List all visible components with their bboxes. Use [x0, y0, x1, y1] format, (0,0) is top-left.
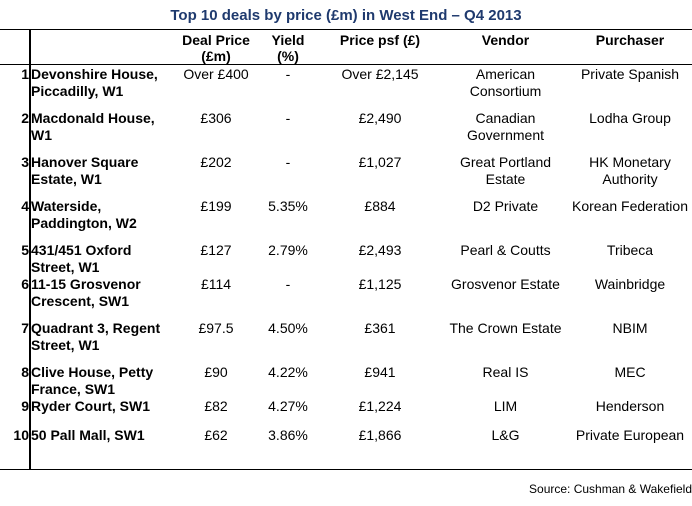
- header-top-rule: [0, 29, 692, 30]
- yield-value: 4.27%: [268, 398, 308, 414]
- yield-value: -: [285, 154, 291, 170]
- yield-value: -: [285, 66, 291, 82]
- price-psf: £2,493: [358, 242, 402, 258]
- purchaser-name: HK Monetary Authority: [589, 154, 671, 187]
- vendor-name: Real IS: [482, 364, 529, 380]
- header-deal-price: Deal Price (£m): [182, 32, 250, 64]
- row-number: 2: [21, 110, 29, 126]
- purchaser-name: Private European: [575, 427, 685, 443]
- purchaser-name: Lodha Group: [589, 110, 671, 126]
- source-note: Source: Cushman & Wakefield: [529, 482, 692, 496]
- deal-price: £127: [200, 242, 232, 258]
- deal-price: Over £400: [183, 66, 249, 82]
- deal-price: £199: [200, 198, 232, 214]
- yield-value: -: [285, 276, 291, 292]
- property-name: Macdonald House, W1: [31, 110, 155, 143]
- purchaser-name: Tribeca: [606, 242, 654, 258]
- row-number: 6: [21, 276, 29, 292]
- deal-price: £62: [204, 427, 228, 443]
- deal-price: £114: [200, 276, 232, 292]
- property-name: Clive House, Petty France, SW1: [31, 364, 154, 397]
- deal-price: £202: [200, 154, 232, 170]
- purchaser-name: Korean Federation: [572, 198, 688, 214]
- row-number: 1: [21, 66, 29, 82]
- yield-value: 4.22%: [268, 364, 308, 380]
- table-title: Top 10 deals by price (£m) in West End –…: [170, 7, 522, 24]
- yield-value: -: [285, 110, 291, 126]
- purchaser-name: Henderson: [595, 398, 665, 414]
- yield-value: 3.86%: [268, 427, 308, 443]
- row-number-divider: [29, 30, 31, 469]
- price-psf: £1,027: [358, 154, 402, 170]
- price-psf: £361: [364, 320, 396, 336]
- purchaser-name: Wainbridge: [594, 276, 666, 292]
- price-psf: £1,866: [358, 427, 402, 443]
- vendor-name: Great Portland Estate: [459, 154, 552, 187]
- price-psf: £1,125: [358, 276, 402, 292]
- deal-price: £90: [204, 364, 228, 380]
- purchaser-name: NBIM: [612, 320, 648, 336]
- purchaser-name: MEC: [614, 364, 646, 380]
- header-price-psf: Price psf (£): [339, 32, 421, 48]
- property-name: 11-15 Grosvenor Crescent, SW1: [31, 276, 141, 309]
- deal-price: £306: [200, 110, 232, 126]
- row-number: 8: [21, 364, 29, 380]
- vendor-name: LIM: [493, 398, 518, 414]
- deal-price: £82: [204, 398, 228, 414]
- vendor-name: Grosvenor Estate: [451, 276, 560, 292]
- vendor-name: American Consortium: [469, 66, 542, 99]
- vendor-name: L&G: [491, 427, 520, 443]
- vendor-name: D2 Private: [472, 198, 539, 214]
- deal-price: £97.5: [198, 320, 234, 336]
- property-name: Hanover Square Estate, W1: [31, 154, 139, 187]
- table-bottom-rule: [0, 469, 692, 470]
- row-number: 10: [13, 427, 29, 443]
- header-vendor: Vendor: [481, 32, 530, 48]
- price-psf: £941: [364, 364, 396, 380]
- price-psf: Over £2,145: [341, 66, 419, 82]
- property-name: Waterside, Paddington, W2: [31, 198, 137, 231]
- purchaser-name: Private Spanish: [580, 66, 680, 82]
- property-name: 431/451 Oxford Street, W1: [31, 242, 132, 275]
- property-name: Ryder Court, SW1: [31, 398, 151, 414]
- row-number: 5: [21, 242, 29, 258]
- price-psf: £884: [364, 198, 396, 214]
- vendor-name: Pearl & Coutts: [460, 242, 551, 258]
- property-name: Quadrant 3, Regent Street, W1: [31, 320, 161, 353]
- vendor-name: Canadian Government: [466, 110, 545, 143]
- price-psf: £1,224: [358, 398, 402, 414]
- vendor-name: The Crown Estate: [449, 320, 562, 336]
- row-number: 4: [21, 198, 29, 214]
- row-number: 3: [21, 154, 29, 170]
- yield-value: 5.35%: [268, 198, 308, 214]
- header-purchaser: Purchaser: [595, 32, 665, 48]
- yield-value: 4.50%: [268, 320, 308, 336]
- price-psf: £2,490: [358, 110, 402, 126]
- property-name: Devonshire House, Piccadilly, W1: [31, 66, 158, 99]
- row-number: 7: [21, 320, 29, 336]
- row-number: 9: [21, 398, 29, 414]
- yield-value: 2.79%: [268, 242, 308, 258]
- property-name: 50 Pall Mall, SW1: [31, 427, 145, 443]
- header-yield: Yield (%): [271, 32, 305, 64]
- header-bottom-rule: [0, 64, 692, 65]
